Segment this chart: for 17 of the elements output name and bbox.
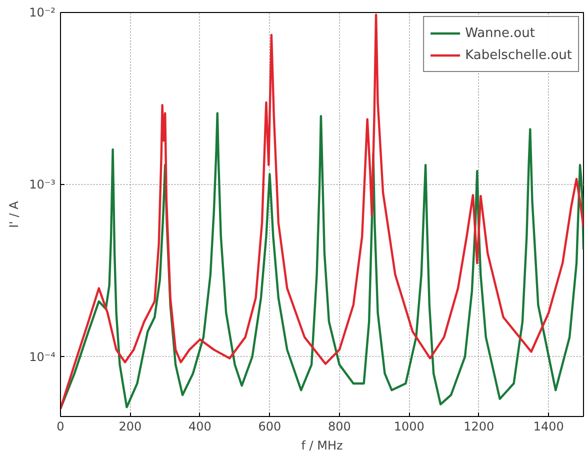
x-tick-label: 600 [258,420,282,434]
x-tick-label: 400 [188,420,212,434]
line-series [60,112,584,410]
x-tick-label: 1400 [533,420,564,434]
y-axis-title: I' / A [7,200,22,228]
x-tick-label: 0 [56,420,64,434]
y-tick-label: 10⁻³ [29,178,56,192]
legend-label: Kabelschelle.out [465,48,572,62]
y-tick-label: 10⁻⁴ [29,350,56,364]
x-tick-label: 1000 [394,420,424,434]
x-axis-title: f / MHz [301,438,343,452]
line-series [60,14,584,410]
x-tick-label: 200 [118,420,142,434]
x-tick-label: 800 [328,420,351,434]
legend-label: Wanne.out [465,26,535,40]
y-tick-label: 10⁻² [29,6,56,20]
x-tick-label: 1200 [464,420,494,434]
